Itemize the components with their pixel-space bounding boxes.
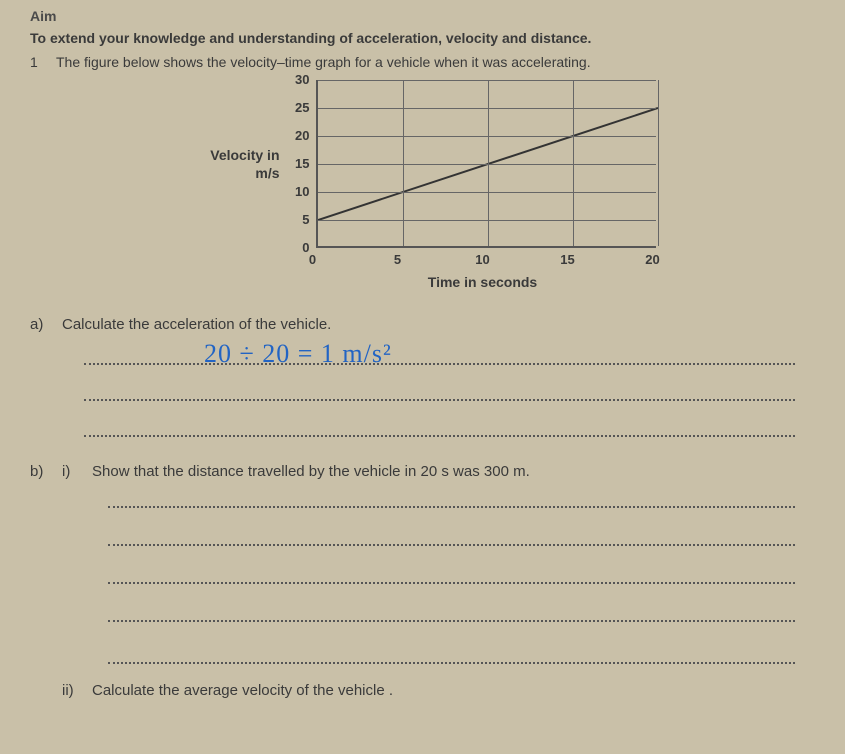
grid-line: [318, 192, 656, 193]
answer-line: [108, 622, 795, 664]
grid-line: [318, 164, 656, 165]
grid-line: [318, 108, 656, 109]
part-a-text: Calculate the acceleration of the vehicl…: [62, 316, 331, 333]
x-tick: 10: [475, 252, 489, 267]
part-a-row: a) Calculate the acceleration of the veh…: [30, 316, 815, 333]
part-bi-answer-lines: [108, 480, 795, 664]
x-tick: 20: [645, 252, 659, 267]
answer-line: 20 ÷ 20 = 1 m/s²: [84, 333, 795, 365]
x-tick: 5: [394, 252, 401, 267]
grid-line: [658, 80, 659, 246]
x-tick: 0: [309, 252, 316, 267]
part-a-answer-lines: 20 ÷ 20 = 1 m/s²: [84, 333, 795, 437]
part-bi-label: i): [62, 463, 80, 480]
answer-line: [84, 365, 795, 401]
grid-line: [318, 220, 656, 221]
handwritten-answer: 20 ÷ 20 = 1 m/s²: [204, 339, 392, 368]
answer-line: [108, 584, 795, 622]
grid-line: [573, 80, 574, 246]
part-b-row: b) i) Show that the distance travelled b…: [30, 463, 815, 480]
y-axis-label-line1: Velocity in: [210, 147, 279, 163]
question-1-row: 1 The figure below shows the velocity–ti…: [30, 54, 815, 70]
part-bii-text: Calculate the average velocity of the ve…: [92, 682, 393, 699]
question-1-text: The figure below shows the velocity–time…: [56, 54, 591, 70]
chart-container: Velocity in m/s 302520151050 0 5 10 15 20 Ti…: [30, 80, 815, 290]
part-a-label: a): [30, 316, 50, 333]
part-bii-label: ii): [62, 682, 80, 699]
grid-line: [403, 80, 404, 246]
worksheet-page: Aim To extend your knowledge and underst…: [0, 0, 845, 699]
part-bi-text: Show that the distance travelled by the …: [92, 463, 530, 480]
grid-line: [488, 80, 489, 246]
answer-line: [84, 401, 795, 437]
answer-line: [108, 546, 795, 584]
grid-line: [318, 80, 656, 81]
intro-text: To extend your knowledge and understandi…: [30, 30, 815, 46]
x-tick: 15: [560, 252, 574, 267]
grid-line: [318, 136, 656, 137]
x-axis-label: Time in seconds: [313, 274, 653, 290]
part-b-label: b): [30, 463, 50, 480]
answer-line: [108, 508, 795, 546]
question-number: 1: [30, 54, 42, 70]
y-axis-ticks: 302520151050: [286, 80, 310, 248]
aim-heading: Aim: [30, 8, 815, 24]
part-bii-row: ii) Calculate the average velocity of th…: [62, 682, 815, 699]
y-axis-label-line2: m/s: [255, 165, 279, 181]
answer-line: [108, 480, 795, 508]
y-axis-label: Velocity in m/s: [190, 146, 280, 182]
chart-plot-area: [316, 80, 656, 248]
